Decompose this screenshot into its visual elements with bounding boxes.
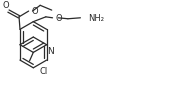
Text: O: O (2, 1, 9, 10)
Text: N: N (48, 46, 54, 55)
Text: O: O (31, 6, 38, 15)
Text: NH₂: NH₂ (88, 14, 104, 23)
Text: Cl: Cl (40, 66, 48, 75)
Text: O: O (55, 14, 62, 23)
